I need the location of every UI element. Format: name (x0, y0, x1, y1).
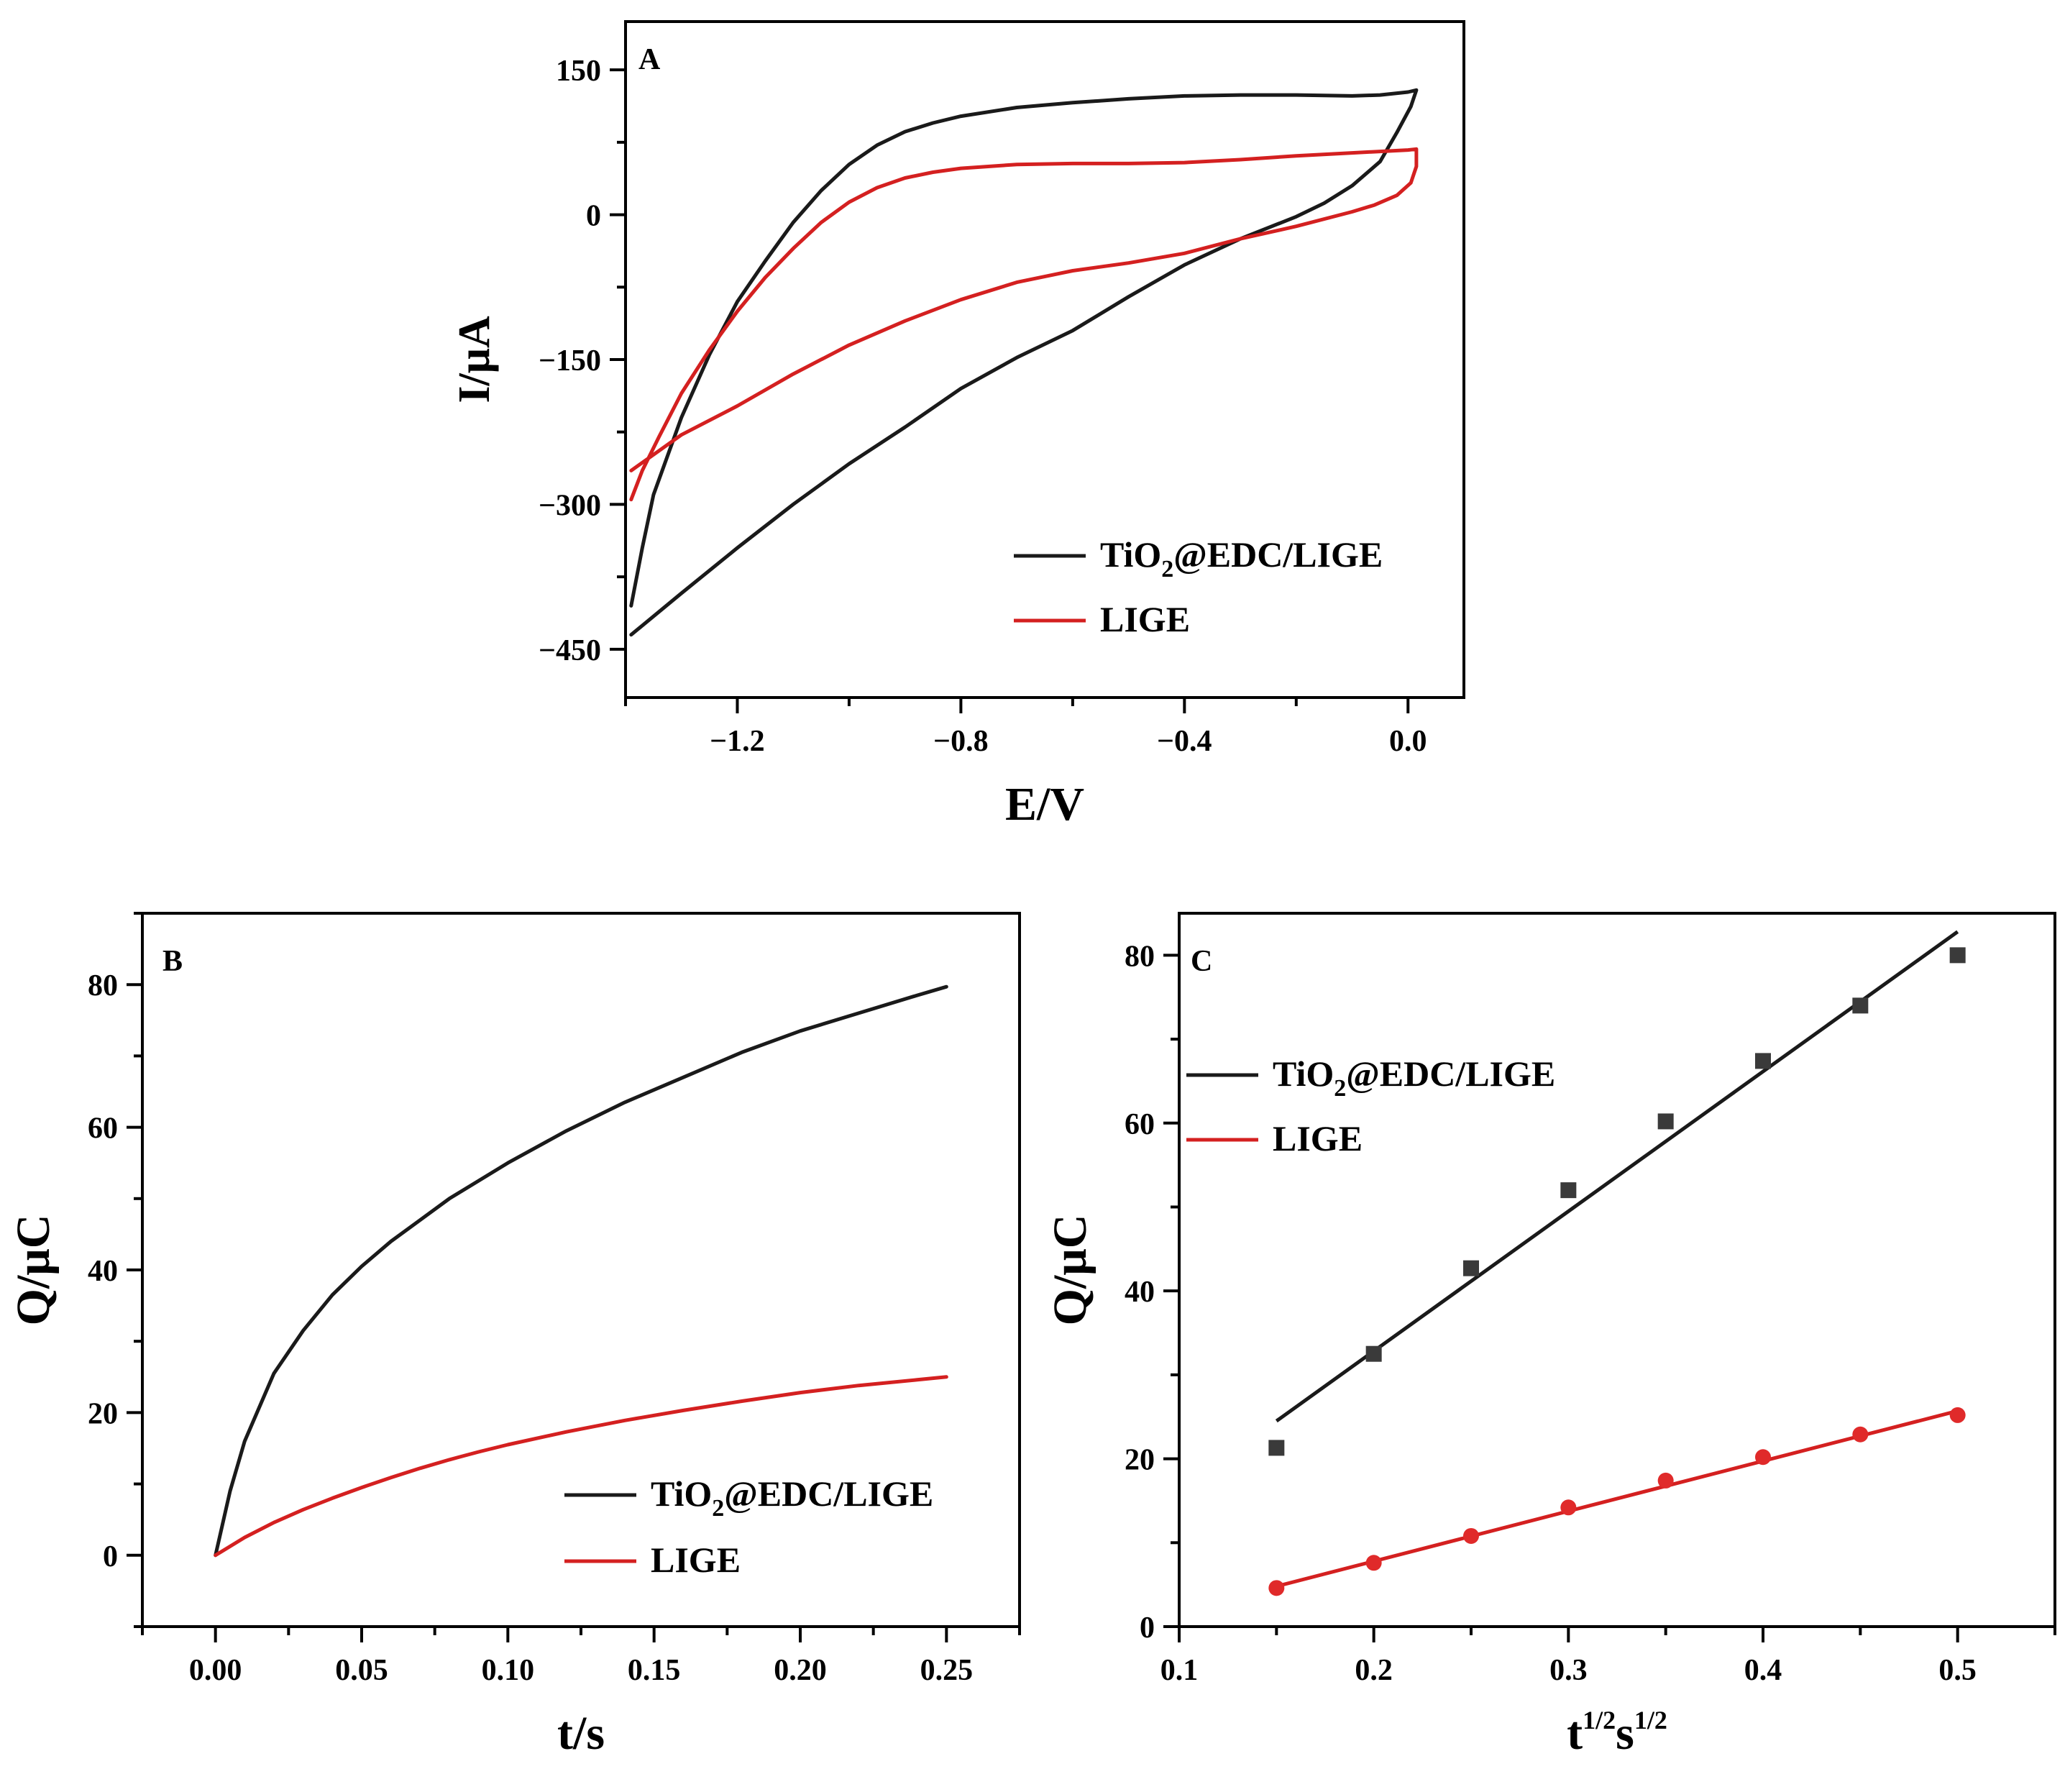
data-point-lige (1268, 1580, 1285, 1596)
legend: TiO2@EDC/LIGE LIGE (1186, 1053, 1555, 1158)
x-axis-label-superscript: 1/2 (1634, 1706, 1667, 1734)
y-tick-label: 150 (556, 55, 601, 88)
x-tick-label: 0.5 (1938, 1654, 1977, 1687)
x-axis-label: E/V (1005, 778, 1084, 831)
data-point-lige (1657, 1472, 1674, 1489)
x-tick-label: 0.10 (482, 1654, 535, 1687)
panel-a-chart: A −1.2 −0.8 −0.4 0.0 150 0 −150 −300 −450 E/V I/μA T… (450, 20, 1465, 831)
series-line-lige (214, 1375, 948, 1558)
panel-label: C (1191, 945, 1212, 978)
legend-label-subscript: 2 (712, 1495, 724, 1522)
data-point-tio2-edc-lige (1852, 997, 1869, 1014)
legend-label-text: TiO (1100, 534, 1161, 575)
y-axis-label: Q/μC (7, 1215, 60, 1326)
legend-label-text: LIGE (1273, 1118, 1363, 1158)
x-tick-label: −1.2 (710, 725, 764, 758)
legend-label-subscript: 2 (1334, 1075, 1346, 1102)
x-tick-label: 0.00 (189, 1654, 242, 1687)
legend-label-text: @EDC/LIGE (724, 1473, 933, 1514)
legend-label-text: TiO (651, 1473, 712, 1514)
plot-area (214, 984, 948, 1558)
data-point-lige (1755, 1449, 1771, 1466)
data-point-tio2-edc-lige (1365, 1345, 1382, 1362)
y-tick-label: 60 (88, 1112, 118, 1146)
x-tick-label: 0.05 (335, 1654, 388, 1687)
data-point-tio2-edc-lige (1560, 1182, 1577, 1199)
data-point-tio2-edc-lige (1463, 1260, 1479, 1276)
y-tick-label: 40 (88, 1255, 118, 1288)
x-tick-label: 0.2 (1355, 1654, 1393, 1687)
data-point-lige (1852, 1426, 1869, 1443)
legend-label-lige: LIGE (651, 1540, 741, 1580)
y-tick-label: −450 (539, 634, 601, 667)
data-point-tio2-edc-lige (1755, 1053, 1771, 1069)
x-tick-label: −0.8 (933, 725, 988, 758)
series-line-lige (629, 147, 1419, 502)
x-tick-label: 0.15 (628, 1654, 681, 1687)
x-tick-label: −0.4 (1157, 725, 1212, 758)
panel-b-chart: B 0.00 0.05 0.10 0.15 0.20 0.25 0 20 40 60 80 t/s Q/μ… (7, 912, 1021, 1760)
x-tick-label: 0.3 (1549, 1654, 1588, 1687)
plot-area (1268, 930, 1966, 1596)
y-tick-label: 80 (1125, 940, 1155, 973)
plot-area (629, 88, 1419, 637)
legend-label-lige: LIGE (1100, 599, 1190, 639)
data-point-tio2-edc-lige (1657, 1113, 1674, 1130)
legend-label-lige: LIGE (1273, 1118, 1363, 1158)
y-tick-label: 20 (88, 1397, 118, 1430)
legend-label-tio2-edc-lige: TiO2@EDC/LIGE (651, 1473, 933, 1522)
x-axis-label: t1/2s1/2 (1567, 1706, 1667, 1760)
data-point-lige (1463, 1527, 1479, 1544)
legend-label-text: LIGE (651, 1540, 741, 1580)
data-point-tio2-edc-lige (1268, 1440, 1285, 1456)
data-point-lige (1365, 1555, 1382, 1571)
fit-line-lige (1276, 1409, 1959, 1588)
x-axis-label: t/s (557, 1707, 605, 1760)
panel-label: B (162, 945, 183, 978)
panel-c-chart: C0.1 0.2 0.3 0.4 0.5020406080t1/2s1/2Q/μCTiO… (1044, 912, 2056, 1760)
y-tick-label: −150 (539, 344, 601, 378)
y-tick-label: −300 (539, 489, 601, 522)
plot-frame (1178, 912, 2056, 1628)
legend-label-subscript: 2 (1161, 556, 1173, 582)
data-point-lige (1560, 1499, 1577, 1516)
y-tick-label: 40 (1125, 1276, 1155, 1309)
x-axis-label-unit: s (1616, 1707, 1634, 1760)
legend-label-text: TiO (1273, 1053, 1334, 1094)
y-axis-label: Q/μC (1044, 1215, 1096, 1326)
y-tick-label: 0 (103, 1540, 118, 1573)
series-line-tio2-edc-lige (214, 984, 948, 1558)
legend-label-text: @EDC/LIGE (1173, 534, 1383, 575)
y-tick-label: 80 (88, 969, 118, 1002)
y-tick-label: 0 (1140, 1612, 1155, 1645)
panel-label: A (638, 43, 661, 76)
y-tick-label: 20 (1125, 1444, 1155, 1477)
y-tick-label: 0 (586, 200, 601, 233)
legend-label-text: LIGE (1100, 599, 1190, 639)
data-point-lige (1949, 1407, 1966, 1423)
x-tick-label: 0.20 (774, 1654, 827, 1687)
x-tick-label: 0.25 (920, 1654, 974, 1687)
plot-frame (624, 20, 1465, 699)
fit-line-tio2-edc-lige (1275, 930, 1959, 1423)
y-axis-label: I/μA (450, 316, 499, 403)
legend: TiO2@EDC/LIGE LIGE (1014, 534, 1383, 639)
data-point-tio2-edc-lige (1949, 947, 1966, 964)
series-line-tio2-edc-lige (629, 88, 1419, 637)
x-axis-label-superscript: 1/2 (1583, 1706, 1616, 1734)
y-tick-label: 60 (1125, 1108, 1155, 1141)
x-tick-label: 0.0 (1389, 725, 1427, 758)
legend-label-tio2-edc-lige: TiO2@EDC/LIGE (1100, 534, 1383, 582)
plot-frame (141, 912, 1021, 1628)
x-axis-label-base: t (1567, 1707, 1583, 1760)
x-tick-label: 0.4 (1744, 1654, 1782, 1687)
legend-label-text: @EDC/LIGE (1346, 1053, 1555, 1094)
legend-label-tio2-edc-lige: TiO2@EDC/LIGE (1273, 1053, 1555, 1102)
x-tick-label: 0.1 (1160, 1654, 1199, 1687)
legend: TiO2@EDC/LIGE LIGE (564, 1473, 933, 1580)
